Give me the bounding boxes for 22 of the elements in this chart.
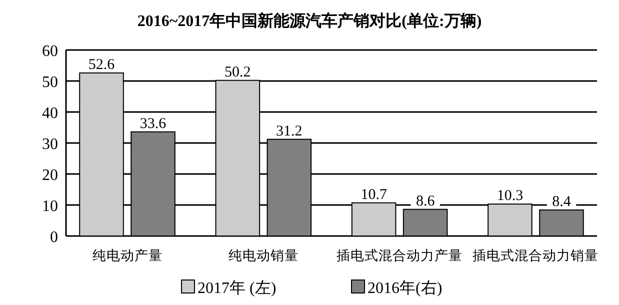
x-tick-label: 纯电动销量 <box>228 248 298 263</box>
y-tick-label: 60 <box>42 43 58 60</box>
x-tick-label: 插电式混合动力产量 <box>336 248 463 263</box>
y-tick-label: 30 <box>42 136 58 153</box>
x-tick-label: 纯电动产量 <box>92 248 162 263</box>
data-label: 33.6 <box>140 116 167 132</box>
data-label: 10.7 <box>360 186 388 203</box>
data-label: 52.6 <box>88 56 116 73</box>
data-label: 8.6 <box>416 193 436 210</box>
chart-title: 2016~2017年中国新能源汽车产销对比(单位:万辆) <box>137 12 482 30</box>
data-label: 8.4 <box>552 194 572 210</box>
legend-label: 2016年(右) <box>368 280 442 297</box>
legend-label: 2017年 (左) <box>198 280 276 297</box>
y-tick-label: 10 <box>42 198 58 215</box>
y-tick-label: 50 <box>42 74 58 91</box>
x-tick-label: 插电式混合动力销量 <box>472 248 599 263</box>
data-label: 10.3 <box>496 188 524 204</box>
y-tick-label: 0 <box>50 229 58 246</box>
y-tick-label: 20 <box>42 167 58 184</box>
data-label: 50.2 <box>224 64 251 80</box>
y-tick-label: 40 <box>42 105 58 122</box>
data-label: 31.2 <box>276 123 302 140</box>
